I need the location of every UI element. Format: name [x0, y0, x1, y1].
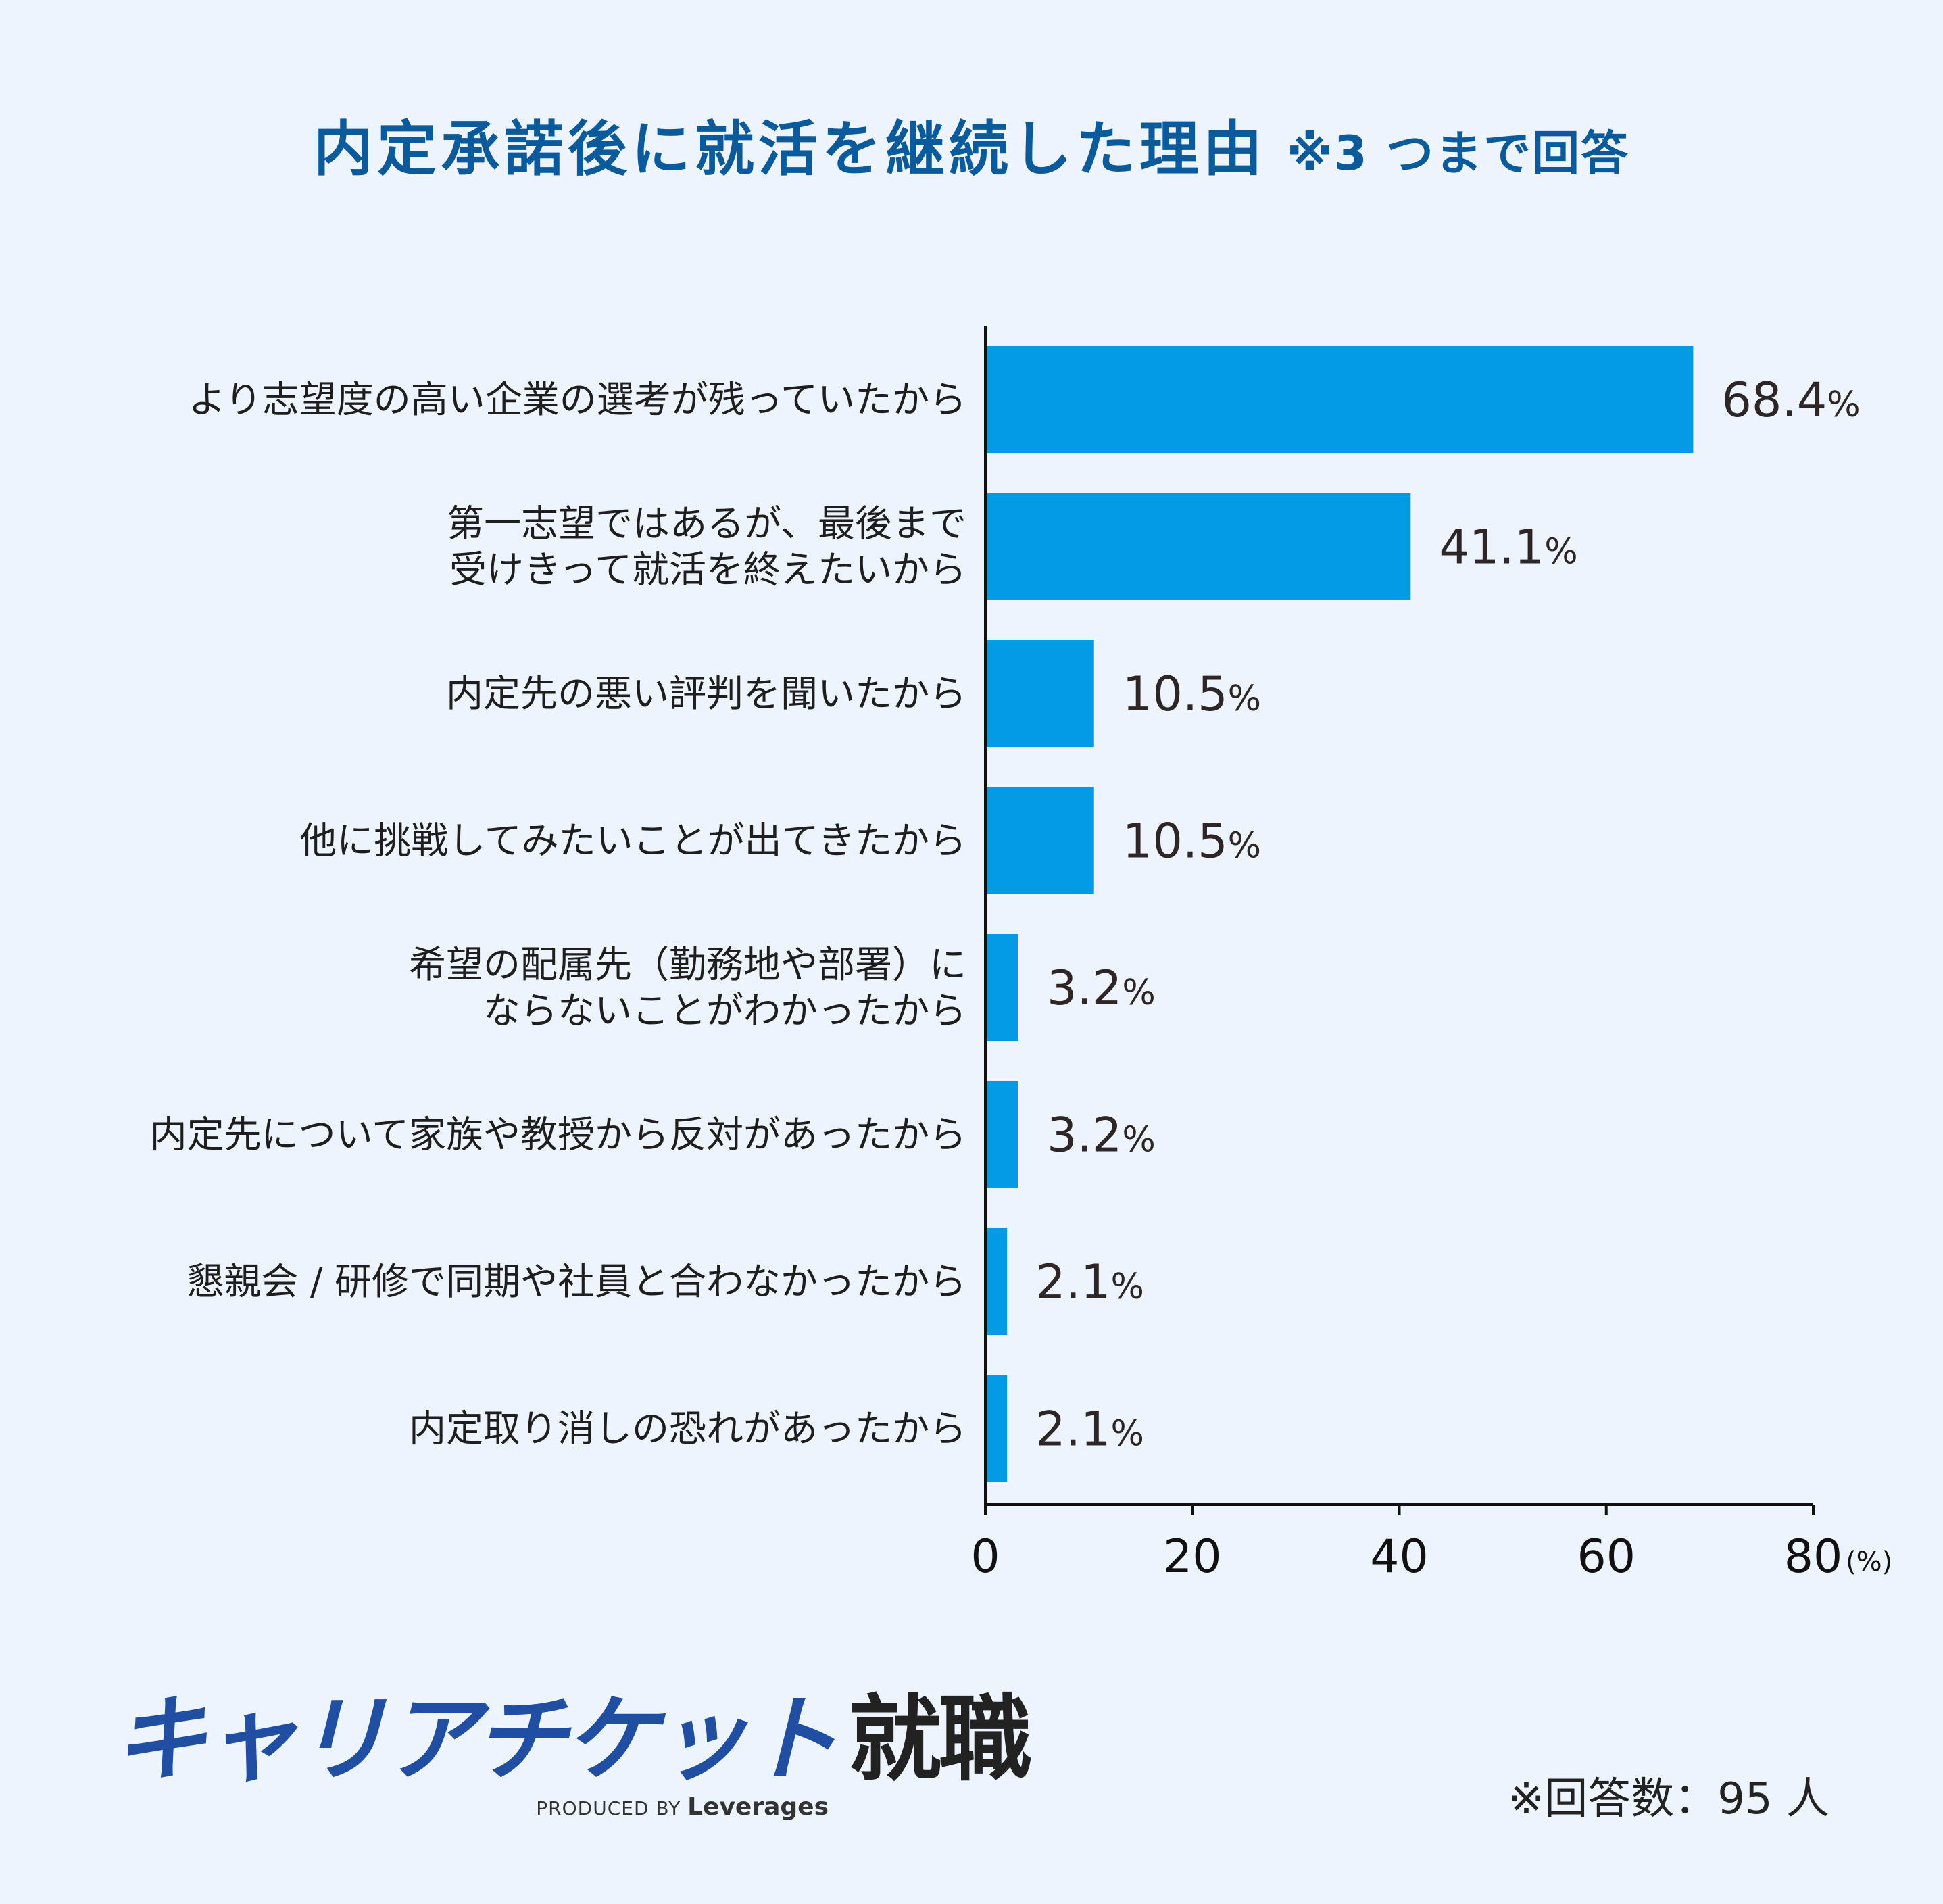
- category-label-3: 内定先の悪い評判を聞いたから: [446, 672, 966, 715]
- company-name: Leverages: [687, 1793, 829, 1821]
- chart-title: 内定承諾後に就活を継続した理由 ※3 つまで回答: [0, 101, 1943, 187]
- x-tick-label-60: 60: [1577, 1530, 1635, 1584]
- brand-logo: キャリアチケット 就職 PRODUCED BY Leverages: [114, 1693, 1032, 1828]
- logo-kanji: 就職: [848, 1685, 1032, 1794]
- bar-8: [985, 1375, 1008, 1482]
- value-label-1: 68.4%: [1721, 372, 1860, 428]
- category-label-1: より志望度の高い企業の選考が残っていたから: [189, 378, 966, 421]
- category-label-2: 第一志望ではあるが、最後まで受けきって就活を終えたいから: [447, 502, 966, 591]
- x-tick-label-20: 20: [1163, 1530, 1222, 1584]
- produced-by: PRODUCED BY Leverages: [536, 1793, 829, 1821]
- produced-by-label: PRODUCED BY: [536, 1797, 681, 1820]
- bar-5: [985, 934, 1018, 1041]
- bar-6: [985, 1081, 1018, 1188]
- bar-1: [985, 346, 1694, 453]
- x-tick-label-0: 0: [970, 1530, 1000, 1584]
- category-label-7: 懇親会 / 研修で同期や社員と合わなかったから: [187, 1260, 967, 1303]
- bar-2: [985, 493, 1411, 600]
- category-label-6: 内定先について家族や教授から反対があったから: [150, 1113, 966, 1156]
- category-label-5: 希望の配属先（勤務地や部署）にならないことがわかったから: [409, 943, 966, 1032]
- value-label-4: 10.5%: [1123, 814, 1261, 869]
- x-tick-label-40: 40: [1370, 1530, 1429, 1584]
- x-axis-unit: (%): [1846, 1546, 1892, 1578]
- value-label-5: 3.2%: [1047, 960, 1156, 1016]
- chart-title-main: 内定承諾後に就活を継続した理由: [313, 114, 1266, 184]
- value-label-8: 2.1%: [1035, 1402, 1144, 1457]
- x-tick-label-80: 80: [1784, 1530, 1843, 1584]
- logo-wordmark: キャリアチケット: [114, 1685, 839, 1794]
- bar-3: [985, 640, 1094, 747]
- category-label-8: 内定取り消しの恐れがあったから: [409, 1407, 966, 1450]
- value-label-3: 10.5%: [1123, 666, 1261, 722]
- value-label-2: 41.1%: [1439, 520, 1577, 575]
- bar-4: [985, 787, 1094, 894]
- respondent-count: ※回答数：95 人: [1508, 1774, 1829, 1824]
- value-label-6: 3.2%: [1047, 1108, 1156, 1163]
- chart-title-note: ※3 つまで回答: [1286, 126, 1630, 181]
- bar-7: [985, 1228, 1008, 1335]
- value-label-7: 2.1%: [1035, 1254, 1144, 1310]
- category-label-4: 他に挑戦してみたいことが出てきたから: [299, 819, 966, 862]
